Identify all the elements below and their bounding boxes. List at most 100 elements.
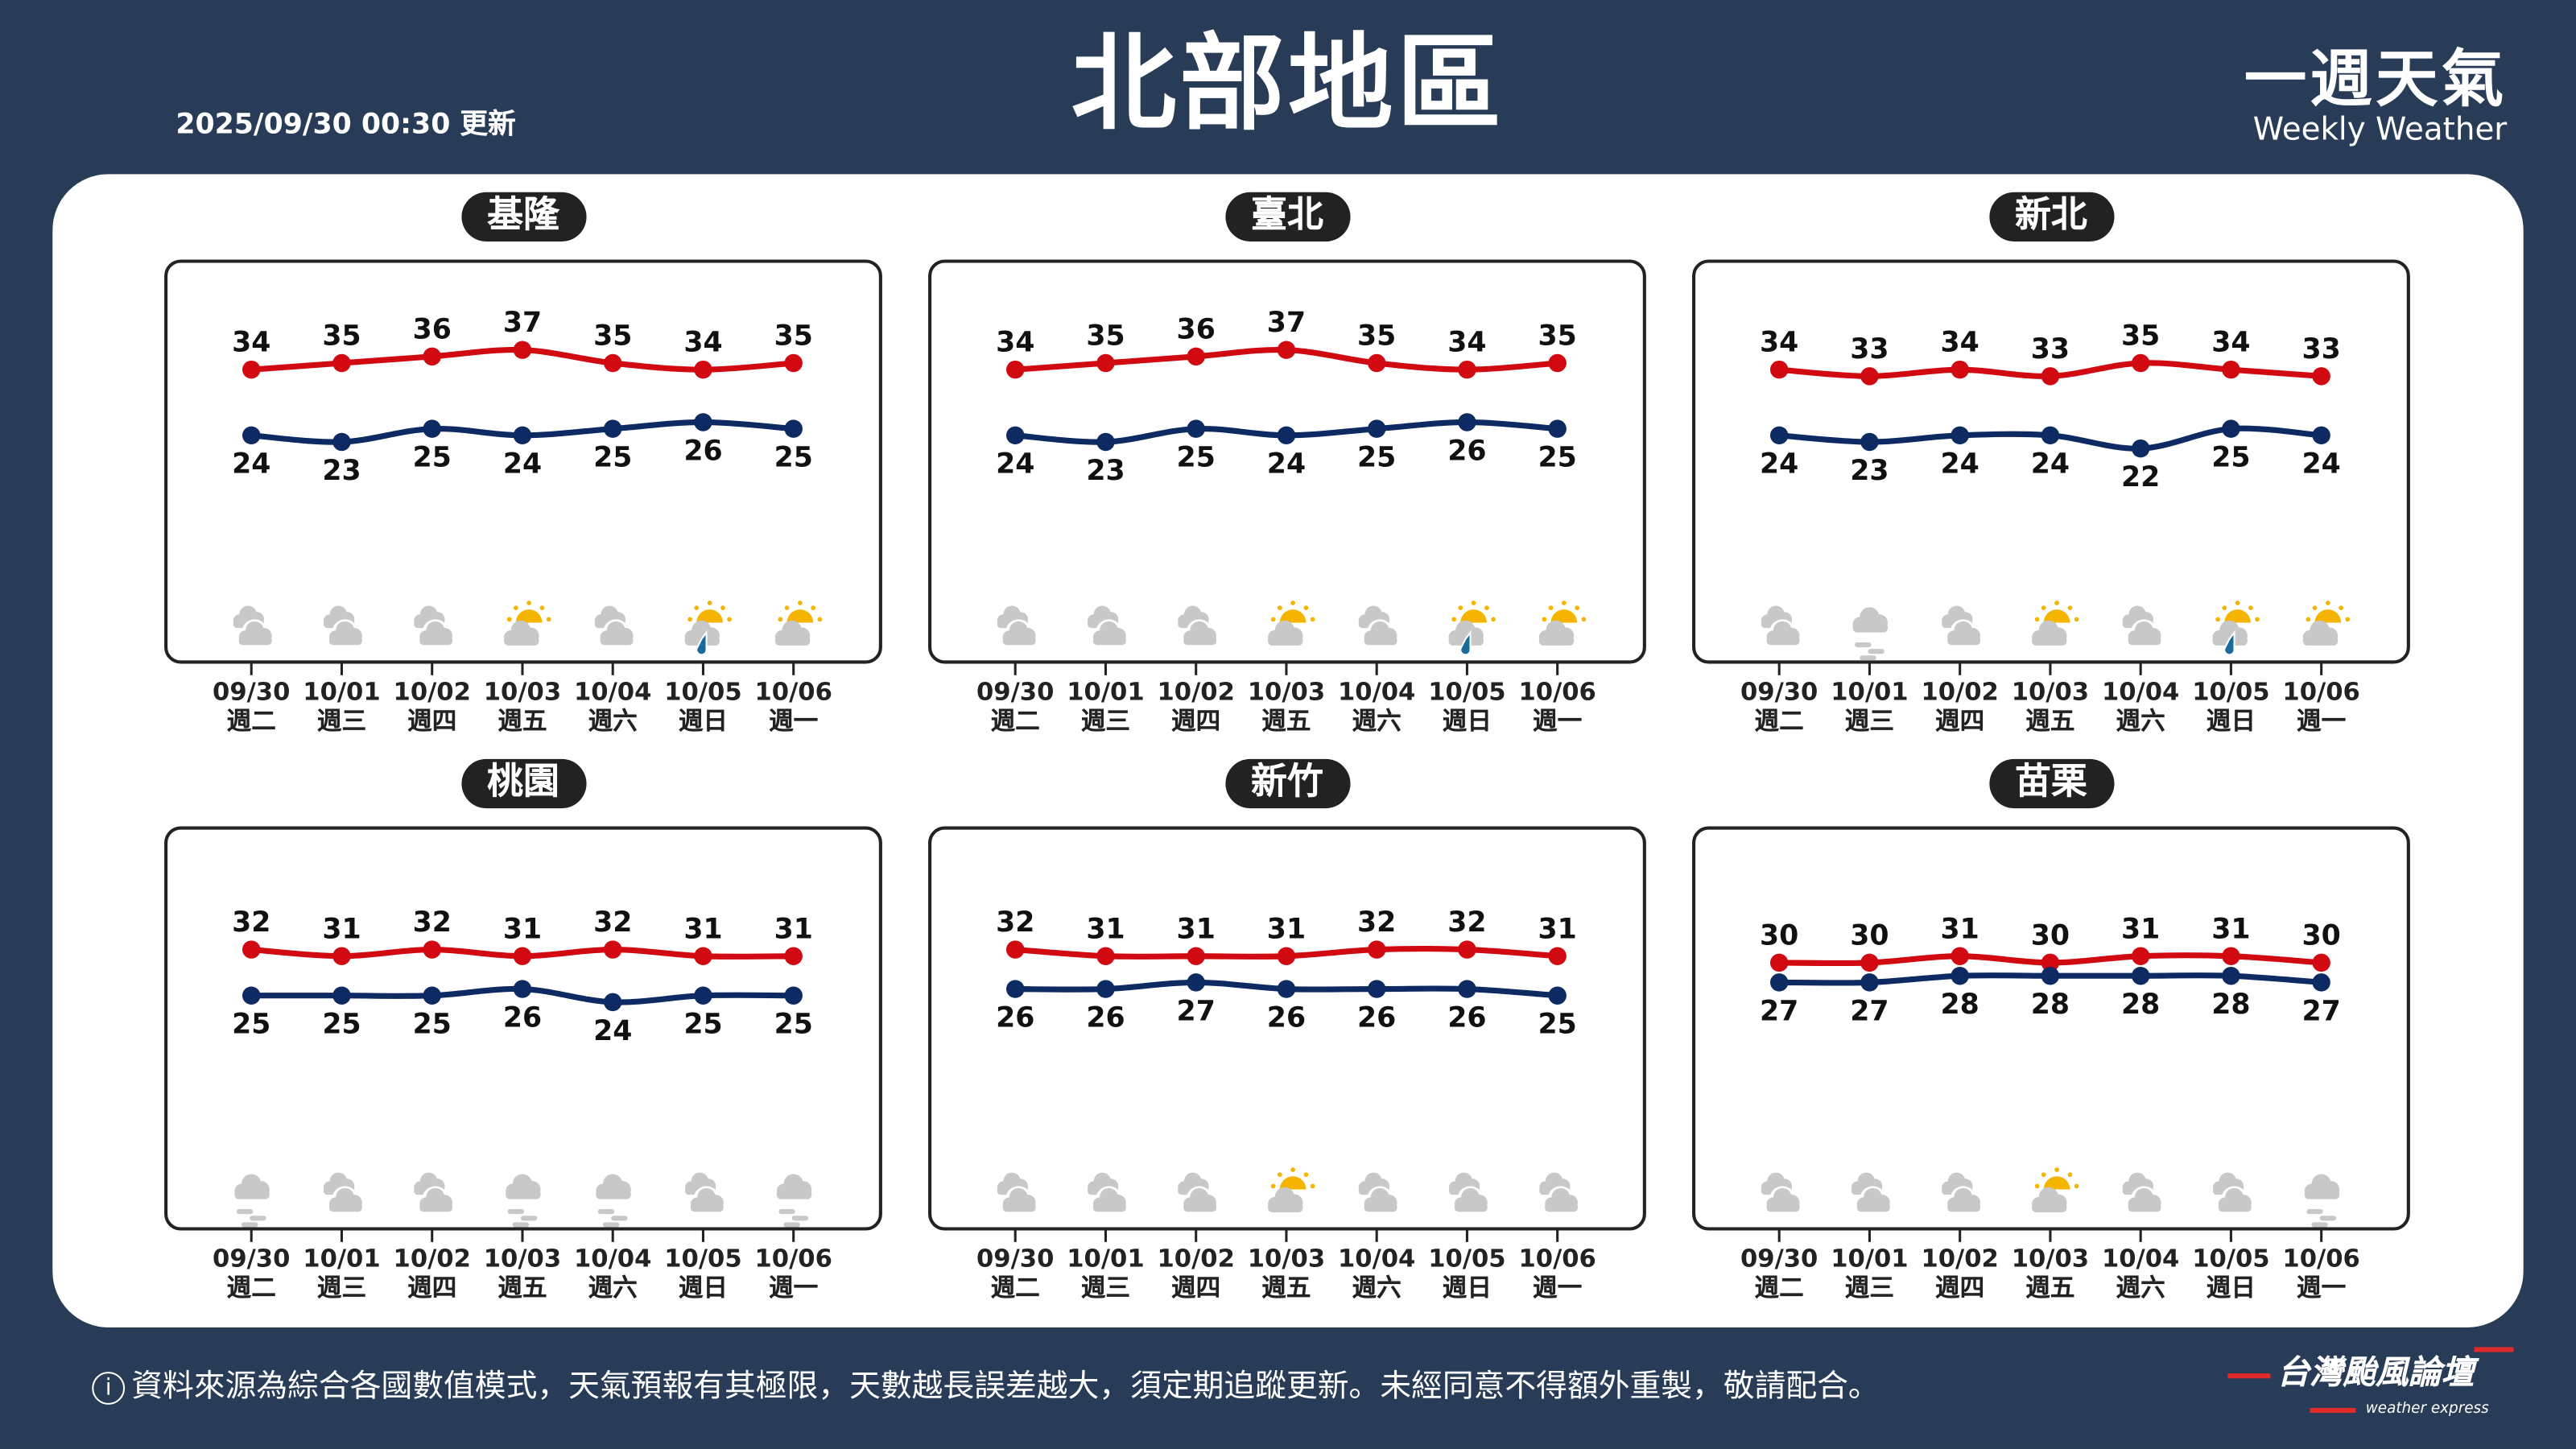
logo-zh: 台灣颱風論壇 — [2277, 1352, 2475, 1392]
date-text: 10/01 — [1831, 676, 1909, 707]
high-temp-label: 35 — [1086, 320, 1125, 353]
high-temp-point — [1096, 353, 1115, 373]
cloud-shape — [419, 1187, 453, 1212]
date-text: 10/06 — [1518, 676, 1596, 707]
date-label: 10/02 週四 — [1146, 677, 1245, 736]
partly-cloudy-icon — [504, 601, 551, 646]
forecast-card: 基隆 34 35 36 37 35 34 35 24 23 25 24 25 26 25 09/30 週二 10/… — [52, 174, 2524, 1327]
cloud-shape — [328, 1187, 362, 1212]
cloudy-icon — [685, 1172, 724, 1213]
weekday-text: 週六 — [1352, 1273, 1402, 1303]
high-temp-label: 35 — [322, 320, 361, 353]
low-temp-label: 23 — [1086, 455, 1125, 487]
cloud-shape — [1092, 1187, 1126, 1212]
date-label: 10/04 週六 — [564, 1244, 662, 1302]
weekday-text: 週一 — [1533, 1273, 1583, 1303]
high-temp-point — [1548, 353, 1567, 373]
high-temp-point — [694, 947, 712, 965]
date-label: 10/05 週日 — [1418, 1244, 1516, 1302]
high-temp-label: 32 — [232, 906, 270, 939]
low-temp-label: 28 — [2211, 989, 2250, 1021]
weekday-text: 週六 — [2116, 706, 2165, 737]
high-temp-point — [332, 947, 351, 965]
high-temp-point — [2041, 953, 2060, 972]
high-temp-label: 31 — [503, 913, 542, 945]
partly-cloudy-icon — [1268, 1167, 1315, 1213]
cloud-shape — [2218, 1187, 2252, 1212]
weekday-text: 週六 — [1352, 706, 1402, 737]
date-text: 10/06 — [754, 676, 832, 707]
info-icon: i — [92, 1372, 126, 1405]
low-temp-label: 26 — [683, 435, 722, 467]
cloudy-icon — [1942, 1172, 1980, 1213]
cloud-shape — [2128, 1187, 2161, 1212]
disclaimer-text: 資料來源為綜合各國數值模式，天氣預報有其極限，天數越長誤差越大，須定期追蹤更新。… — [131, 1368, 1880, 1405]
date-label: 10/01 週三 — [292, 677, 390, 736]
high-temp-label: 30 — [1850, 919, 1889, 952]
date-text: 10/04 — [1337, 1243, 1416, 1274]
high-temp-point — [694, 360, 712, 379]
fog-icon — [776, 1174, 812, 1228]
disclaimer: i 資料來源為綜合各國數值模式，天氣預報有其極限，天數越長誤差越大，須定期追蹤更新… — [92, 1367, 1880, 1406]
low-temp-point — [694, 413, 712, 431]
cloudy-icon — [1851, 1172, 1890, 1213]
weekday-text: 週三 — [316, 1273, 367, 1303]
low-temp-point — [1367, 980, 1386, 998]
cloud-shape — [1947, 621, 1980, 646]
cloud-shape — [600, 621, 634, 646]
weekday-text: 週二 — [990, 706, 1040, 737]
city-panel: 新北 34 33 34 33 35 34 33 24 23 24 24 22 25 24 09/30 週二 10/… — [1692, 192, 2410, 736]
chart-frame — [164, 259, 882, 664]
cloud-shape — [1002, 1187, 1036, 1212]
cloud-shape — [596, 1174, 631, 1199]
low-temp-point — [1005, 980, 1025, 998]
low-temp-label: 24 — [593, 1015, 632, 1047]
chart-frame — [928, 826, 1646, 1231]
date-label: 10/01 週三 — [1820, 1244, 1918, 1302]
low-temp-label: 25 — [683, 1009, 722, 1041]
high-temp-label: 33 — [1850, 333, 1889, 365]
high-temp-point — [242, 940, 261, 959]
weekday-text: 週四 — [1171, 706, 1221, 737]
low-temp-point — [423, 986, 441, 1005]
fog-icon — [234, 1174, 270, 1228]
temperature-chart: 34 35 36 37 35 34 35 24 23 25 24 25 26 25 — [232, 307, 823, 675]
high-temp-point — [1951, 360, 1969, 379]
high-temp-label: 35 — [774, 320, 813, 353]
partly-cloudy-icon — [774, 601, 823, 646]
high-temp-label: 33 — [2031, 333, 2070, 365]
high-temp-label: 31 — [1086, 913, 1125, 945]
cloudy-icon — [1358, 1172, 1397, 1213]
date-label: 10/05 週日 — [2182, 677, 2280, 736]
low-temp-label: 27 — [2302, 995, 2341, 1027]
brand-en: Weekly Weather — [2252, 111, 2508, 148]
cloud-shape — [1183, 1187, 1217, 1212]
weekday-text: 週三 — [1844, 1273, 1895, 1303]
low-temp-point — [784, 419, 803, 438]
high-temp-point — [1005, 940, 1025, 959]
high-temp-label: 35 — [593, 320, 632, 353]
date-text: 10/02 — [1921, 1243, 1999, 1274]
weekday-text: 週四 — [1935, 1273, 1985, 1303]
cloudy-icon — [1761, 605, 1800, 646]
low-temp-label: 28 — [1941, 989, 1979, 1021]
low-temp-point — [332, 432, 351, 452]
weekday-text: 週五 — [2025, 1273, 2075, 1303]
low-temp-point — [2041, 967, 2060, 985]
low-temp-label: 28 — [2121, 989, 2160, 1021]
cloudy-icon — [1178, 1172, 1217, 1213]
low-temp-label: 24 — [2302, 448, 2341, 481]
cloud-shape — [1364, 621, 1397, 646]
low-temp-point — [1096, 432, 1115, 452]
fog-icon — [596, 1174, 631, 1228]
low-temp-label: 24 — [996, 448, 1034, 481]
weekday-text: 週日 — [1442, 706, 1492, 737]
update-time: 2025/09/30 00:30 更新 — [175, 108, 516, 142]
date-label: 10/06 週一 — [744, 1244, 842, 1302]
high-temp-point — [513, 947, 532, 965]
date-label: 09/30 週二 — [966, 1244, 1064, 1302]
fog-icon — [1852, 607, 1888, 661]
low-temp-label: 26 — [1447, 1002, 1486, 1034]
weekday-text: 週五 — [1261, 1273, 1311, 1303]
low-temp-point — [603, 419, 622, 438]
